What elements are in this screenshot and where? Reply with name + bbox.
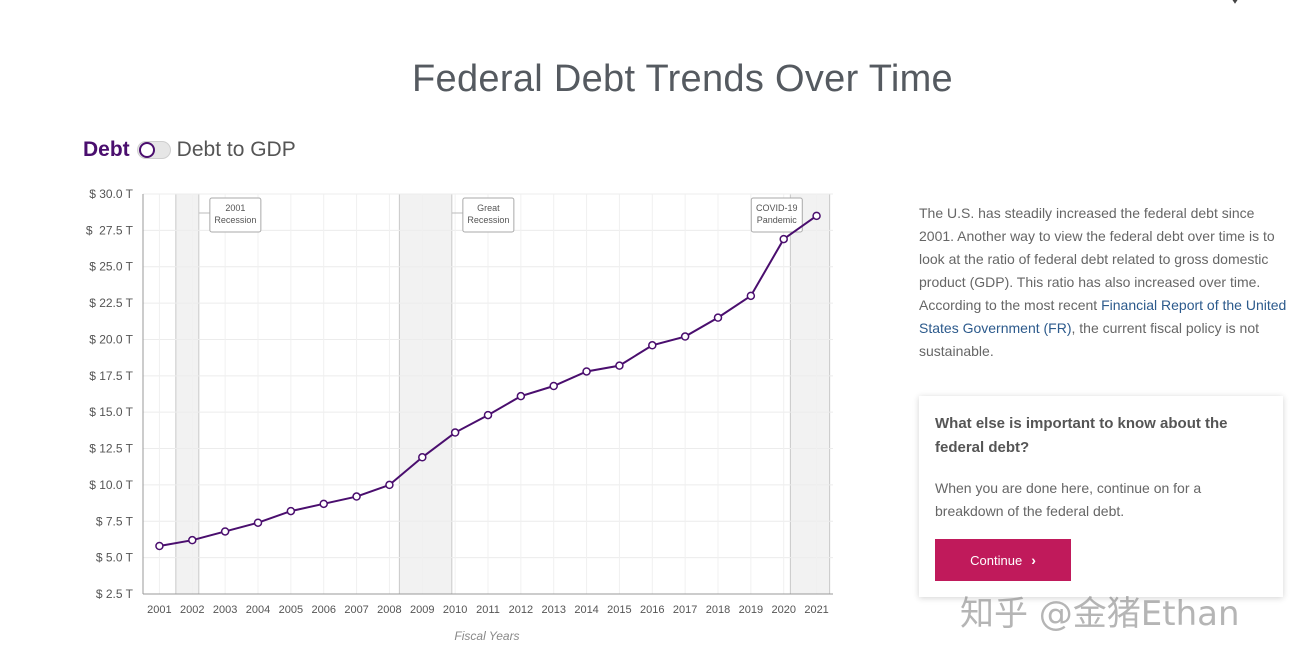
y-tick-label: $ 17.5 T [89, 369, 133, 383]
x-tick-label: 2019 [739, 604, 763, 616]
data-point [516, 391, 526, 401]
x-tick-label: 2017 [673, 604, 697, 616]
chevron-icon [1232, 0, 1238, 4]
x-tick-label: 2006 [311, 604, 335, 616]
x-tick-label: 2004 [246, 604, 270, 616]
continue-button-label: Continue [970, 552, 1023, 568]
recession-label-box [209, 197, 262, 233]
x-tick-label: 2003 [213, 604, 237, 616]
y-tick-label: $ 5.0 T [96, 551, 134, 565]
data-point [648, 341, 657, 350]
x-tick-label: 2007 [344, 604, 368, 616]
data-point [615, 361, 624, 370]
watermark: 知乎 @金猪Ethan [960, 594, 1240, 634]
card-text: When you are done here, continue on for … [935, 480, 1202, 519]
financial-report-link[interactable]: Financial Report of the United States Go… [919, 297, 1287, 336]
data-point [220, 527, 230, 536]
recession-label-text: Great [477, 203, 500, 213]
page-title: Federal Debt Trends Over Time [412, 58, 953, 100]
data-point [450, 428, 460, 437]
x-axis-title: Fiscal Years [454, 629, 519, 643]
data-point [155, 541, 164, 551]
data-point [746, 291, 756, 301]
x-tick-label: 2015 [607, 604, 631, 616]
y-tick-label: $ 10.0 T [89, 478, 133, 492]
recession-band [789, 193, 831, 595]
y-tick-label: $ 22.5 T [89, 296, 133, 310]
description-intro: The U.S. has steadily increased the fede… [919, 205, 1275, 313]
data-point [418, 453, 427, 462]
y-tick-label: $ 2.5 T [96, 587, 134, 601]
data-point [582, 367, 591, 376]
recession-band [175, 193, 200, 595]
y-tick-label: $ 12.5 T [89, 442, 133, 456]
next-step-card: What else is important to know about the… [919, 396, 1283, 597]
data-point [812, 211, 821, 221]
y-tick-label: $ 7.5 T [96, 514, 134, 528]
data-point [549, 381, 558, 391]
data-point [352, 492, 361, 501]
y-tick-label: $ 15.0 T [89, 405, 133, 419]
recession-label-text: Recession [467, 215, 509, 225]
debt-line-chart: $ 2.5 T $ 5.0 T $ 7.5 T $ 10.0 T $ 12.5 T $ 1… [86, 187, 833, 643]
description-outro: , the current fiscal policy is not susta… [919, 320, 1260, 359]
x-tick-label: 2002 [180, 604, 204, 616]
x-tick-label: 2013 [541, 604, 565, 616]
recession-label-text: COVID-19 [756, 203, 798, 213]
toggle-label-debt[interactable]: Debt [83, 138, 130, 161]
recession-label-box [750, 197, 803, 233]
y-tick-label: $ 25.0 T [89, 260, 133, 274]
recession-label-box [462, 197, 515, 233]
x-tick-label: 2021 [804, 604, 828, 616]
data-point [286, 506, 296, 516]
y-tick-label: $ 27.5 T [86, 223, 134, 237]
toggle-label-debt-to-gdp[interactable]: Debt to GDP [176, 138, 296, 161]
x-tick-label: 2010 [443, 604, 467, 616]
data-point [253, 518, 263, 527]
x-tick-label: 2001 [147, 604, 171, 616]
y-tick-label: $ 30.0 T [89, 187, 133, 201]
card-title: What else is important to know about the… [935, 415, 1228, 456]
data-point [385, 480, 394, 490]
x-tick-label: 2005 [279, 604, 303, 616]
data-point [319, 499, 328, 509]
x-tick-label: 2016 [640, 604, 664, 616]
x-tick-label: 2020 [771, 604, 795, 616]
x-tick-label: 2012 [509, 604, 533, 616]
recession-label-text: Pandemic [757, 215, 798, 225]
recession-label-text: Recession [214, 215, 256, 225]
toggle-knob[interactable] [138, 142, 155, 158]
x-tick-label: 2008 [377, 604, 401, 616]
data-point [483, 410, 493, 420]
x-tick-label: 2009 [410, 604, 434, 616]
continue-button[interactable]: Continue › [935, 539, 1071, 581]
recession-band [398, 193, 453, 595]
description-text: The U.S. has steadily increased the fede… [919, 202, 1289, 363]
recession-label-text: 2001 [225, 203, 245, 213]
x-tick-label: 2018 [706, 604, 730, 616]
debt-toggle: Debt Debt to GDP [83, 135, 296, 165]
data-point [188, 535, 197, 545]
x-tick-label: 2011 [476, 604, 500, 616]
y-tick-label: $ 20.0 T [89, 332, 133, 346]
toggle-switch[interactable] [136, 141, 171, 159]
chevron-right-icon: › [1031, 552, 1036, 568]
data-point [779, 234, 788, 244]
data-point [680, 332, 690, 341]
x-tick-label: 2014 [574, 604, 598, 616]
data-point [713, 313, 723, 322]
